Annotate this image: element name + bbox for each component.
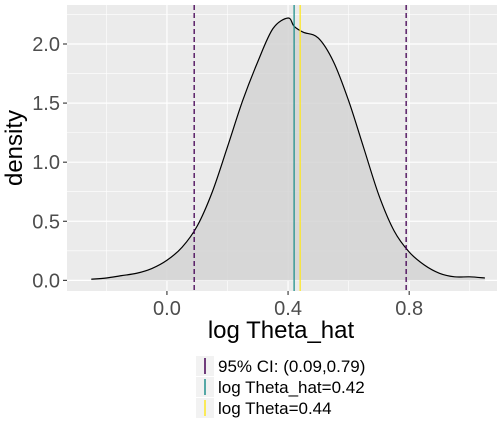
x-tick-label: 0.4: [274, 298, 302, 320]
y-tick-label: 0.0: [32, 270, 60, 292]
legend-label: log Theta=0.44: [218, 399, 332, 418]
y-tick-label: 0.5: [32, 211, 60, 233]
x-axis: 0.0 0.4 0.8: [153, 291, 423, 320]
x-tick-label: 0.0: [153, 298, 181, 320]
y-tick-label: 2.0: [32, 34, 60, 56]
x-tick-label: 0.8: [395, 298, 423, 320]
density-line: [91, 17, 485, 280]
legend: 95% CI: (0.09,0.79) log Theta_hat=0.42log…: [196, 356, 365, 418]
legend-label: log Theta_hat=0.42: [218, 378, 365, 397]
y-tick-label: 1.5: [32, 93, 60, 115]
y-tick-label: 1.0: [32, 152, 60, 174]
x-axis-title: log Theta_hat: [208, 317, 355, 344]
reference-lines: [193, 5, 407, 291]
y-axis: 0.0 0.5 1.0 1.5 2.0: [32, 34, 67, 292]
y-axis-title: density: [1, 110, 28, 186]
legend-label: 95% CI: (0.09,0.79): [218, 357, 365, 376]
